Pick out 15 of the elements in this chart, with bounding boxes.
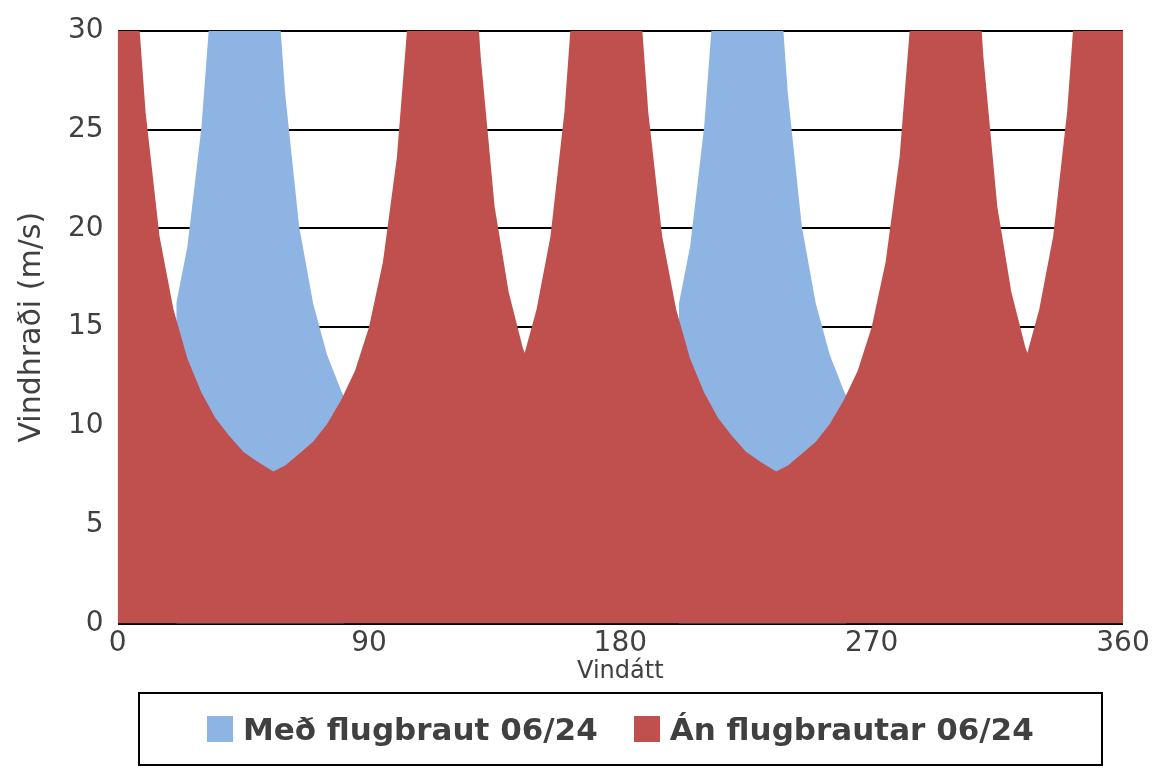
y-tick-label: 25	[67, 110, 104, 144]
x-tick-label: 360	[1096, 624, 1150, 658]
y-tick-label: 20	[67, 209, 104, 243]
legend-label: Án flugbrautar 06/24	[669, 711, 1034, 747]
y-tick-label: 15	[67, 308, 104, 342]
x-tick-label: 270	[844, 624, 899, 658]
y-tick-label: 30	[67, 12, 104, 46]
x-tick-label: 0	[108, 624, 127, 658]
x-tick-label: 180	[593, 624, 648, 658]
legend-label: Með flugbraut 06/24	[242, 711, 598, 747]
y-tick-label: 5	[85, 506, 104, 540]
y-tick-label: 10	[67, 407, 104, 441]
y-axis-title: Vindhraði (m/s)	[11, 211, 47, 443]
x-tick-label: 90	[351, 624, 387, 658]
x-axis-title: Vindátt	[577, 655, 664, 684]
